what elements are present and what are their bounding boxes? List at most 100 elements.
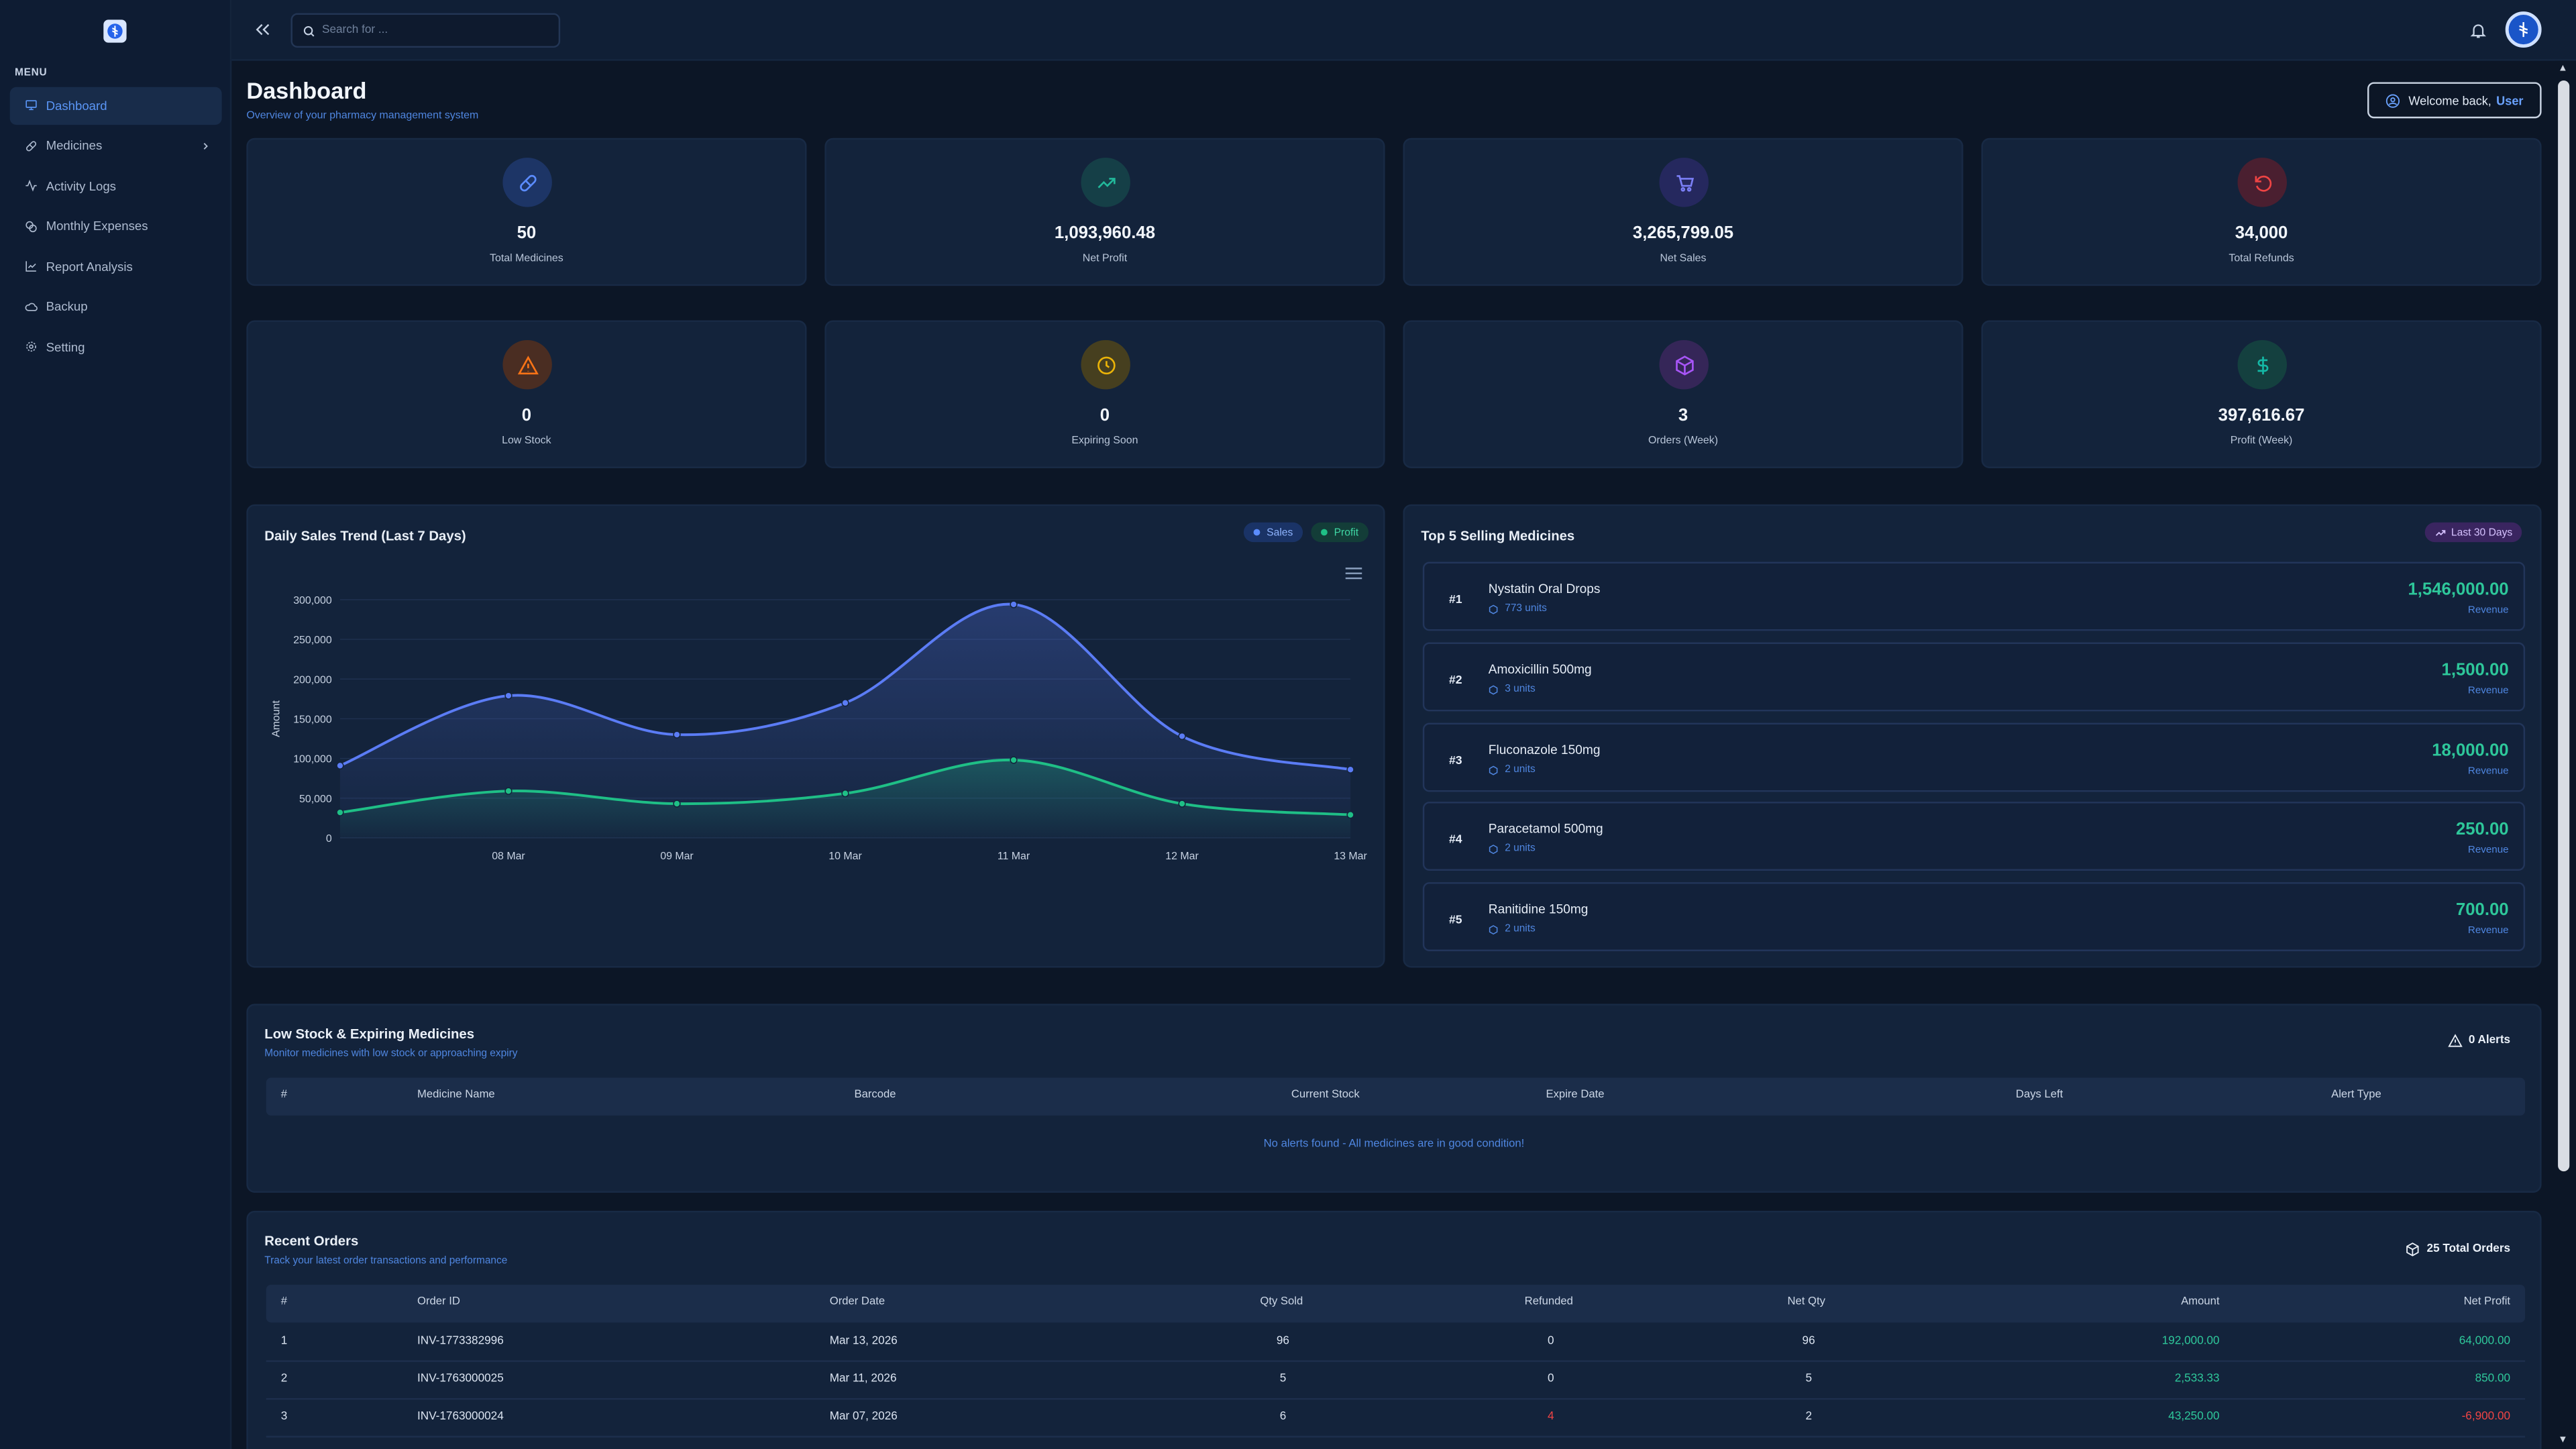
stat-card-net-profit: 1,093,960.48 Net Profit: [824, 138, 1385, 286]
data-point-sales: [1178, 732, 1186, 741]
cell-net-profit: 64,000.00: [2459, 1336, 2511, 1348]
data-point-sales: [673, 731, 681, 739]
clock-icon: [1096, 356, 1115, 374]
stat-icon-bg: [1659, 339, 1709, 390]
collapse-sidebar-icon[interactable]: [253, 19, 272, 39]
trending-up-icon: [2435, 529, 2446, 535]
table-row[interactable]: 1 INV-1773382996 Mar 13, 2026 96 0 96 19…: [266, 1324, 2526, 1362]
cloud-icon: [25, 303, 38, 311]
col-header: Order Date: [829, 1296, 885, 1308]
stat-card-expiring-soon: 0 Expiring Soon: [824, 320, 1385, 468]
chart-icon: [25, 262, 36, 272]
refresh-icon: [2254, 174, 2271, 191]
top-selling-title: Top 5 Selling Medicines: [1421, 527, 1575, 544]
sidebar-item-monthly-expenses[interactable]: Monthly Expenses: [10, 208, 222, 245]
search-box: [290, 13, 561, 48]
topbar: [231, 0, 2576, 61]
scroll-down-icon[interactable]: ▼: [2558, 1436, 2568, 1446]
welcome-badge[interactable]: Welcome back, User: [2367, 82, 2542, 119]
scrollbar[interactable]: ▲ ▼: [2555, 60, 2576, 1449]
top-selling-item[interactable]: #1 Nystatin Oral Drops 773 units 1,546,0…: [1422, 561, 2526, 631]
sidebar-item-dashboard[interactable]: Dashboard: [9, 87, 222, 124]
units: 2 units: [1489, 764, 1536, 775]
sidebar-item-medicines[interactable]: Medicines: [10, 127, 222, 164]
cell-qty-sold: 6: [1279, 1411, 1287, 1423]
box-icon: [1489, 765, 1498, 775]
stat-icon-bg: [502, 339, 552, 390]
search-input[interactable]: [322, 24, 552, 36]
alerts-panel: Low Stock & Expiring Medicines Monitor m…: [246, 1004, 2542, 1193]
top-selling-item[interactable]: #5 Ranitidine 150mg 2 units 700.00 Reven…: [1422, 882, 2526, 951]
app-logo[interactable]: [103, 19, 127, 43]
menu-label: MENU: [15, 67, 48, 79]
page-title: Dashboard: [246, 77, 367, 104]
legend-dot: [1320, 529, 1328, 536]
medicine-name: Paracetamol 500mg: [1488, 821, 1603, 837]
cell-amount: 192,000.00: [2161, 1336, 2220, 1348]
sales-trend-panel: Daily Sales Trend (Last 7 Days) Sales Pr…: [246, 504, 1385, 968]
revenue-label: Revenue: [2467, 844, 2509, 856]
stat-card-net-sales: 3,265,799.05 Net Sales: [1403, 138, 1964, 286]
legend-profit[interactable]: Profit: [1311, 522, 1368, 543]
chart-menu-icon[interactable]: [1345, 568, 1362, 580]
legend-sales[interactable]: Sales: [1243, 522, 1303, 543]
cell-order-id: INV-1773382996: [417, 1336, 504, 1348]
warning-icon: [517, 355, 538, 374]
top-selling-item[interactable]: #2 Amoxicillin 500mg 3 units 1,500.00 Re…: [1422, 642, 2526, 712]
alerts-subtitle: Monitor medicines with low stock or appr…: [264, 1048, 518, 1060]
scrollbar-thumb[interactable]: [2558, 80, 2570, 1172]
scroll-up-icon[interactable]: ▲: [2558, 64, 2568, 74]
sidebar-item-label: Medicines: [46, 138, 103, 154]
col-header: Net Qty: [1787, 1296, 1825, 1308]
col-header: Current Stock: [1291, 1089, 1360, 1101]
sidebar-item-label: Activity Logs: [46, 178, 116, 194]
sidebar-item-setting[interactable]: Setting: [10, 329, 222, 366]
revenue: 1,500.00: [2441, 660, 2509, 680]
period-label: Last 30 Days: [2451, 526, 2513, 539]
x-tick-label: 10 Mar: [828, 851, 862, 862]
bell-icon[interactable]: [2469, 21, 2487, 40]
sidebar-item-label: Dashboard: [46, 98, 107, 113]
sidebar-item-report-analysis[interactable]: Report Analysis: [10, 248, 222, 285]
trending-up-icon: [1097, 176, 1115, 188]
cart-icon: [1676, 174, 1693, 191]
x-tick-label: 12 Mar: [1165, 851, 1199, 862]
top-selling-item[interactable]: #3 Fluconazole 150mg 2 units 18,000.00 R…: [1422, 722, 2526, 792]
period-chip[interactable]: Last 30 Days: [2424, 522, 2522, 543]
monitor-icon: [25, 101, 37, 111]
rank: #3: [1449, 752, 1462, 767]
stat-label: Low Stock: [502, 435, 551, 447]
welcome-prefix: Welcome back,: [2408, 93, 2491, 108]
stat-icon-bg: [2237, 158, 2288, 207]
stat-icon-bg: [1081, 339, 1130, 390]
data-point-sales: [504, 692, 513, 700]
stat-card-low-stock: 0 Low Stock: [246, 320, 807, 468]
orders-subtitle: Track your latest order transactions and…: [264, 1255, 508, 1267]
revenue-label: Revenue: [2467, 604, 2509, 616]
top-selling-item[interactable]: #4 Paracetamol 500mg 2 units 250.00 Reve…: [1422, 802, 2526, 871]
stat-value: 34,000: [2235, 223, 2288, 244]
col-header: Qty Sold: [1260, 1296, 1303, 1308]
table-row[interactable]: 2 INV-1763000025 Mar 11, 2026 5 0 5 2,53…: [266, 1362, 2526, 1400]
stat-label: Expiring Soon: [1071, 435, 1138, 447]
box-icon: [1489, 604, 1498, 614]
page-subtitle: Overview of your pharmacy management sys…: [246, 110, 479, 122]
stat-value: 397,616.67: [2218, 405, 2305, 426]
sidebar-item-activity-logs[interactable]: Activity Logs: [10, 168, 222, 205]
user-avatar[interactable]: [2505, 11, 2542, 48]
col-header: Expire Date: [1546, 1089, 1605, 1101]
revenue-label: Revenue: [2467, 765, 2509, 777]
stat-label: Orders (Week): [1648, 435, 1719, 447]
sidebar-item-label: Report Analysis: [46, 259, 133, 274]
alerts-count-label: 0 Alerts: [2468, 1034, 2511, 1047]
units-value: 2 units: [1505, 763, 1536, 775]
cell-net-profit: -6,900.00: [2461, 1411, 2511, 1423]
cell-order-id: INV-1763000024: [417, 1411, 504, 1423]
table-row[interactable]: 3 INV-1763000024 Mar 07, 2026 6 4 2 43,2…: [266, 1400, 2526, 1438]
box-icon: [1674, 354, 1693, 375]
sidebar-item-backup[interactable]: Backup: [10, 288, 222, 325]
col-header: Net Profit: [2463, 1296, 2511, 1308]
caduceus-avatar-icon: [2519, 22, 2528, 38]
units-value: 2 units: [1505, 923, 1536, 935]
units: 773 units: [1489, 603, 1547, 614]
